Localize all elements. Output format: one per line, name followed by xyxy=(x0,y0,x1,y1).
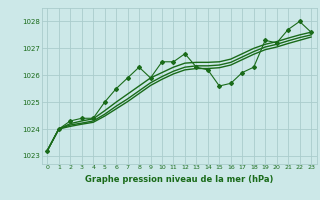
X-axis label: Graphe pression niveau de la mer (hPa): Graphe pression niveau de la mer (hPa) xyxy=(85,175,273,184)
